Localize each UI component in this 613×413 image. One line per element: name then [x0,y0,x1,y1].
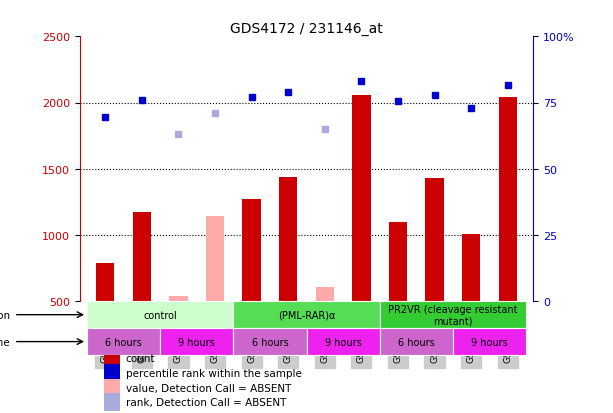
Bar [462,234,480,301]
Bar [306,328,379,355]
Bar [104,364,120,382]
Text: rank, Detection Call = ABSENT: rank, Detection Call = ABSENT [126,397,286,407]
Bar [379,301,526,328]
Bar [352,95,370,301]
Bar [169,296,188,301]
Bar [379,328,453,355]
Text: 9 hours: 9 hours [178,337,215,347]
Bar [104,380,120,397]
Bar [234,328,306,355]
Title: GDS4172 / 231146_at: GDS4172 / 231146_at [230,22,383,36]
Bar [389,222,407,301]
Text: 6 hours: 6 hours [105,337,142,347]
Bar [498,98,517,301]
Bar [87,328,160,355]
Bar [87,301,234,328]
Text: count: count [126,353,155,363]
Bar [234,301,379,328]
Text: 9 hours: 9 hours [325,337,362,347]
Text: control: control [143,310,177,320]
Text: genotype/variation: genotype/variation [0,310,10,320]
Text: time: time [0,337,10,347]
Text: 6 hours: 6 hours [251,337,288,347]
Bar [96,263,115,301]
Bar [425,178,444,301]
Bar [104,349,120,367]
Text: PR2VR (cleavage resistant
mutant): PR2VR (cleavage resistant mutant) [388,304,517,326]
Bar [316,287,334,301]
Bar [243,200,261,301]
Bar [133,213,151,301]
Text: 9 hours: 9 hours [471,337,508,347]
Bar [104,393,120,411]
Bar [279,177,297,301]
Text: 6 hours: 6 hours [398,337,435,347]
Text: percentile rank within the sample: percentile rank within the sample [126,368,302,378]
Bar [160,328,234,355]
Text: value, Detection Call = ABSENT: value, Detection Call = ABSENT [126,383,291,393]
Text: (PML-RAR)α: (PML-RAR)α [278,310,335,320]
Bar [453,328,526,355]
Bar [206,217,224,301]
